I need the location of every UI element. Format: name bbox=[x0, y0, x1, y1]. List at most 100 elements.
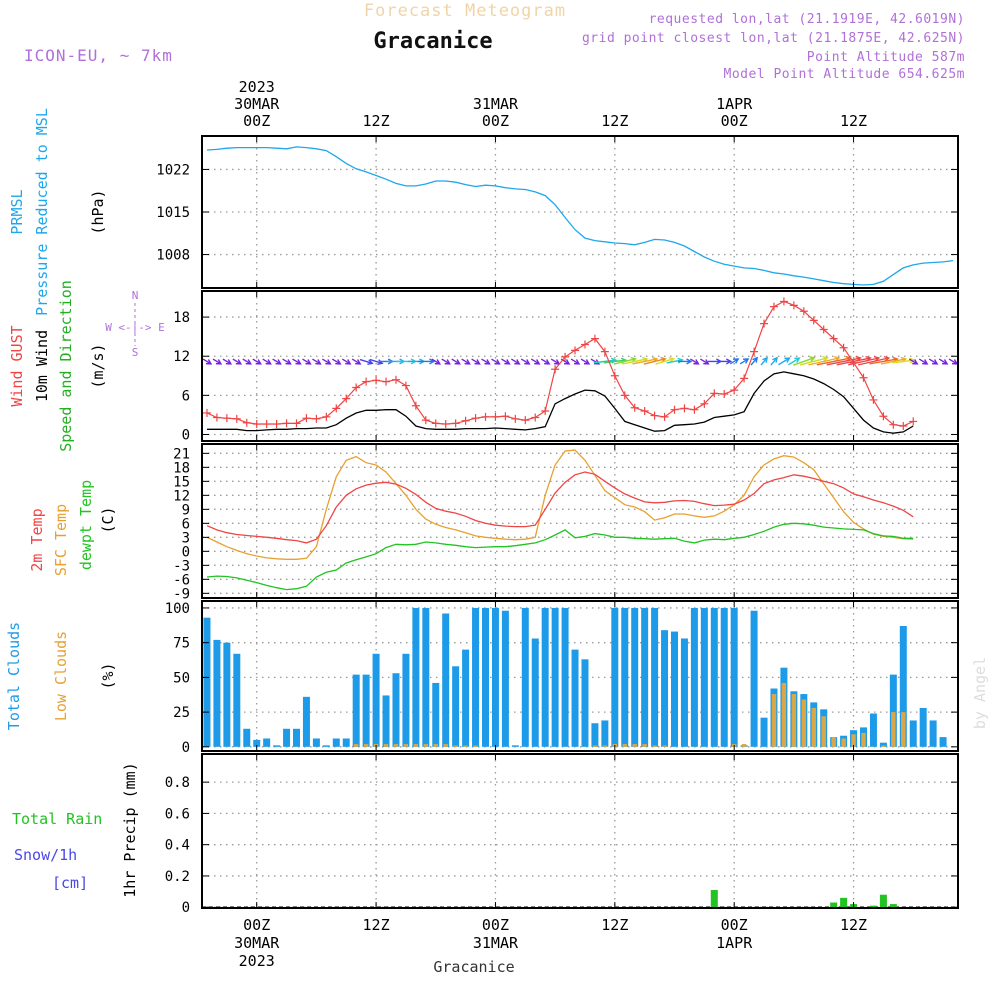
rain-bar bbox=[869, 905, 877, 908]
total-cloud-bar bbox=[621, 607, 629, 747]
gust-marker bbox=[282, 419, 291, 428]
wind-frame bbox=[201, 290, 959, 442]
bottom-time-label: 12Z bbox=[363, 916, 390, 934]
gust-marker bbox=[879, 412, 888, 421]
total-cloud-bar bbox=[889, 674, 897, 747]
direction-arrow-shaft bbox=[431, 358, 441, 365]
direction-arrow bbox=[918, 358, 929, 365]
low-cloud-bar bbox=[632, 744, 637, 747]
total-cloud-bar bbox=[501, 610, 509, 747]
direction-arrow-shaft bbox=[770, 357, 778, 366]
pressure-unit: (hPa) bbox=[89, 189, 107, 234]
gust-marker bbox=[372, 376, 381, 385]
gust-marker bbox=[202, 408, 211, 417]
gust-marker bbox=[531, 413, 540, 422]
temperature-ytick-label: 3 bbox=[182, 530, 190, 546]
direction-arrow-shaft bbox=[351, 358, 361, 365]
bottom-time-label: 00Z bbox=[482, 916, 509, 934]
clouds-ytick-label: 75 bbox=[173, 636, 190, 652]
total-cloud-bar bbox=[909, 720, 917, 747]
direction-arrow-head bbox=[733, 358, 740, 364]
low-cloud-bar bbox=[652, 745, 657, 747]
direction-arrow bbox=[739, 358, 750, 365]
pressure-ytick-label: 1022 bbox=[156, 162, 190, 178]
gust-marker bbox=[222, 414, 231, 423]
wind-speed-line bbox=[207, 371, 914, 434]
low-cloud-bar bbox=[881, 745, 886, 747]
clouds-ytick-label: 0 bbox=[182, 740, 190, 756]
gust-marker bbox=[232, 414, 241, 423]
low-cloud-bar bbox=[463, 745, 468, 747]
rain-legend: Total Rain bbox=[12, 810, 102, 828]
total-cloud-bar bbox=[412, 607, 420, 747]
axes-layer: 100810151022061218-9-6-30369121518210255… bbox=[156, 78, 958, 970]
wind-ytick-label: 18 bbox=[173, 310, 190, 326]
total-cloud-bar bbox=[939, 737, 947, 747]
direction-arrow-head bbox=[345, 359, 352, 365]
dewpt-line bbox=[206, 522, 914, 591]
total-cloud-bar bbox=[720, 607, 728, 747]
total-cloud-bar bbox=[362, 674, 370, 747]
direction-arrow-shaft bbox=[632, 358, 658, 365]
total-cloud-bar bbox=[442, 613, 450, 747]
gust-marker bbox=[541, 407, 550, 415]
total-cloud-bar bbox=[651, 607, 659, 747]
faded-title: Forecast Meteogram bbox=[364, 1, 566, 21]
temperature-ytick-label: 15 bbox=[173, 474, 190, 490]
direction-arrow-shaft bbox=[471, 358, 480, 365]
wind-unit: (m/s) bbox=[89, 343, 107, 388]
gust-marker bbox=[700, 399, 709, 408]
gust-marker bbox=[869, 395, 878, 404]
direction-arrow-head bbox=[275, 359, 282, 365]
low-cloud-bar bbox=[433, 744, 438, 747]
top-time-label: 12Z bbox=[840, 112, 867, 130]
total-cloud-bar bbox=[690, 607, 698, 747]
gust-marker bbox=[421, 416, 430, 425]
total-cloud-bar bbox=[482, 607, 489, 747]
temperature-ytick-label: 6 bbox=[182, 516, 190, 532]
direction-arrow bbox=[501, 358, 511, 365]
total-cloud-bar bbox=[641, 607, 649, 747]
gust-marker bbox=[789, 301, 798, 310]
low-cloud-bar bbox=[393, 744, 399, 747]
direction-arrow bbox=[938, 358, 949, 365]
clouds-frame bbox=[201, 600, 959, 752]
top-time-label: 00Z bbox=[482, 112, 509, 130]
direction-arrow-shaft bbox=[729, 358, 739, 365]
direction-arrow-shaft bbox=[540, 358, 550, 365]
direction-arrow-shaft bbox=[666, 359, 683, 364]
gust-marker bbox=[322, 412, 331, 421]
total-cloud-bar bbox=[322, 745, 330, 747]
total-cloud-bar bbox=[243, 728, 251, 747]
direction-arrow bbox=[417, 358, 436, 365]
direction-arrow-head bbox=[335, 359, 342, 365]
gust-marker bbox=[461, 416, 470, 425]
direction-arrow-head bbox=[822, 356, 829, 362]
direction-arrow bbox=[717, 358, 733, 365]
gust-marker bbox=[242, 418, 251, 427]
gust-marker bbox=[212, 413, 221, 422]
top-time-label: 00Z bbox=[721, 112, 748, 130]
total-cloud-bar bbox=[392, 673, 400, 747]
low-cloud-bar bbox=[403, 744, 409, 747]
direction-arrow-head bbox=[772, 356, 778, 363]
model-label: ICON-EU, ~ 7km bbox=[24, 46, 173, 65]
top-time-label: 12Z bbox=[601, 112, 628, 130]
gust-marker bbox=[342, 394, 351, 403]
total-cloud-bar bbox=[680, 638, 688, 747]
direction-arrow-shaft bbox=[292, 358, 301, 365]
total-cloud-bar bbox=[561, 607, 569, 747]
direction-arrow-head bbox=[494, 359, 501, 365]
pressure-label-long: Pressure Reduced to MSL bbox=[33, 108, 51, 316]
footer-location: Gracanice bbox=[433, 958, 514, 976]
low-cloud-bar bbox=[662, 745, 667, 747]
direction-arrow-head bbox=[245, 359, 252, 365]
gust-label: Wind GUST bbox=[8, 325, 26, 406]
direction-arrow-head bbox=[514, 359, 521, 365]
direction-arrow-shaft bbox=[212, 358, 222, 365]
gust-marker bbox=[501, 412, 510, 421]
direction-arrow bbox=[262, 358, 272, 365]
direction-arrow bbox=[341, 358, 352, 365]
direction-arrow-head bbox=[215, 359, 223, 365]
direction-arrow-shaft bbox=[242, 358, 252, 365]
